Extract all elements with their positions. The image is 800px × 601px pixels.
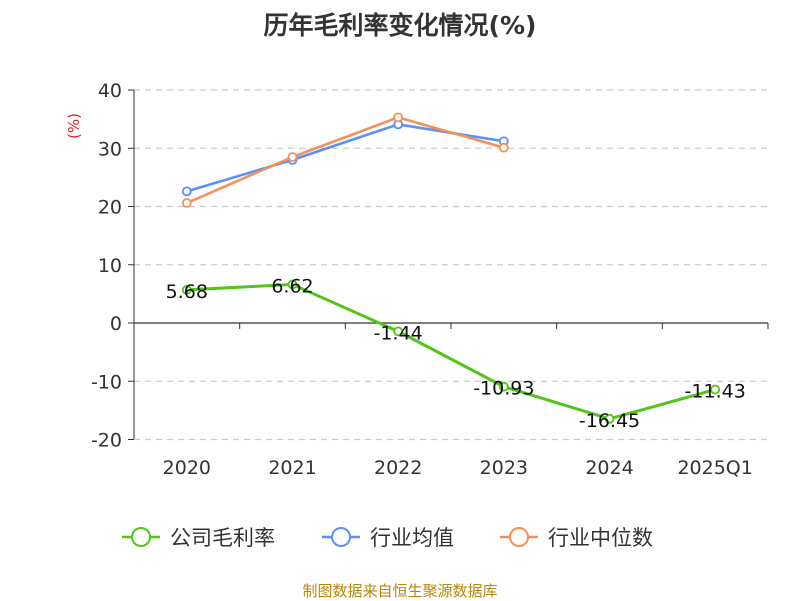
- data-point: [393, 112, 404, 123]
- y-tick-labels: 40 30 20 10 0 -10 -20: [91, 80, 122, 452]
- y-tick-label: 30: [98, 138, 122, 160]
- y-tick-label: 40: [98, 80, 122, 102]
- x-tick-label: 2024: [585, 457, 633, 479]
- data-label: 5.68: [166, 281, 208, 303]
- data-point: [181, 198, 192, 208]
- legend-item: 行业均值: [322, 526, 454, 550]
- data-point: [393, 326, 404, 337]
- y-axis-label: (%): [65, 113, 83, 139]
- y-tick-label: 0: [110, 313, 122, 335]
- data-label: -11.43: [685, 381, 746, 403]
- series-0: 5.68 6.62 -1.44 -10.93 -16.45 -11.43: [166, 275, 746, 431]
- x-tick-label: 2022: [374, 457, 422, 479]
- legend-swatch-marker: [509, 527, 529, 547]
- data-point: [498, 142, 509, 153]
- series-line: [186, 282, 716, 421]
- data-point: [287, 152, 298, 162]
- legend: 公司毛利率 行业均值 行业中位数: [122, 526, 653, 550]
- y-tick-label: -10: [91, 371, 122, 393]
- legend-label: 行业中位数: [548, 526, 653, 550]
- legend-swatch-marker: [131, 527, 151, 547]
- legend-label: 公司毛利率: [170, 526, 275, 550]
- data-point: [498, 381, 509, 392]
- x-tick-label: 2025Q1: [677, 457, 752, 479]
- legend-item: 行业中位数: [500, 526, 653, 550]
- data-point: [604, 413, 615, 424]
- legend-item: 公司毛利率: [122, 526, 275, 550]
- data-label: 6.62: [271, 275, 313, 297]
- series-layer: 5.68 6.62 -1.44 -10.93 -16.45 -11.43: [166, 112, 746, 432]
- series-2: [181, 112, 509, 208]
- legend-label: 行业均值: [370, 526, 454, 550]
- y-tick-label: 20: [98, 197, 122, 219]
- legend-swatch-marker: [331, 527, 351, 547]
- series-line: [186, 116, 505, 205]
- data-point: [181, 285, 192, 295]
- source-note: 制图数据来自恒生聚源数据库: [302, 582, 498, 600]
- axes: (%): [65, 89, 769, 440]
- y-tick-label: 10: [98, 255, 122, 277]
- x-tick-label: 2020: [163, 457, 211, 479]
- chart-title: 历年毛利率变化情况(%): [263, 11, 537, 40]
- data-point: [710, 384, 721, 395]
- y-tick-label: -20: [91, 430, 122, 452]
- x-tick-label: 2021: [268, 457, 316, 479]
- data-point: [287, 279, 298, 290]
- x-tick-label: 2023: [480, 457, 528, 479]
- data-label: -10.93: [473, 378, 534, 400]
- data-label: -1.44: [374, 322, 423, 344]
- x-tick-labels: 2020 2021 2022 2023 2024 2025Q1: [163, 457, 753, 479]
- data-label: -16.45: [579, 410, 640, 432]
- gridlines: [134, 89, 768, 441]
- data-point: [181, 186, 192, 197]
